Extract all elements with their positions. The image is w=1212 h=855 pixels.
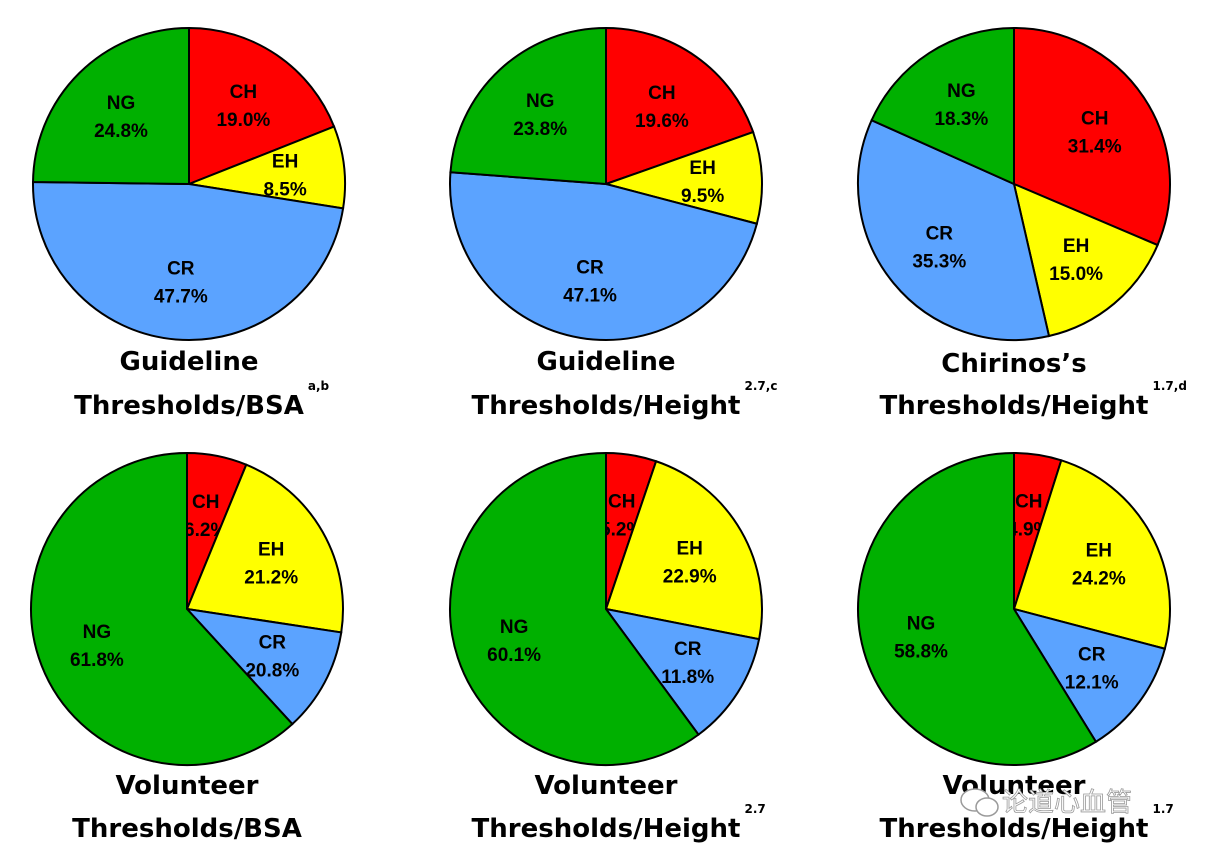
slice-value-cr: 47.7%	[154, 286, 208, 307]
slice-value-cr: 11.8%	[661, 667, 714, 688]
slice-value-ch: 19.6%	[635, 111, 689, 132]
slice-value-ng: 60.1%	[487, 645, 541, 666]
slice-label-eh: EH	[272, 151, 298, 172]
slice-label-ch: CH	[1081, 109, 1108, 130]
slice-value-eh: 8.5%	[263, 179, 306, 200]
slice-label-ch: CH	[648, 83, 675, 104]
chart-title-line-1: Guideline	[537, 347, 676, 377]
pie-slice-ng	[31, 26, 190, 186]
chart-title-line-2: Thresholds/Height	[880, 814, 1149, 844]
chart-title-superscript: 1.7	[1153, 802, 1174, 816]
slice-label-ng: NG	[83, 622, 112, 643]
slice-label-ng: NG	[107, 93, 136, 114]
slice-value-ng: 24.8%	[94, 121, 148, 142]
slice-label-ch: CH	[1015, 491, 1042, 512]
pie-slice-cr	[184, 607, 343, 726]
slice-value-eh: 21.2%	[244, 567, 298, 588]
chart-title-superscript: 2.7,c	[745, 379, 778, 393]
slice-value-eh: 9.5%	[681, 186, 724, 207]
slice-label-eh: EH	[258, 539, 284, 560]
chart-title-line-2: Thresholds/Height	[880, 391, 1149, 421]
slice-value-eh: 24.2%	[1072, 568, 1126, 589]
wechat-icon	[960, 788, 999, 817]
pie-slice-ch	[188, 26, 336, 186]
slice-label-ch: CH	[192, 492, 219, 513]
slice-label-cr: CR	[926, 223, 954, 244]
chart-title-line-2: Thresholds/BSA	[72, 814, 302, 844]
chart-title-line-2: Thresholds/BSA	[74, 391, 304, 421]
slice-value-cr: 47.1%	[563, 285, 617, 306]
pie-slice-cr	[32, 181, 345, 341]
slice-value-ch: 31.4%	[1068, 137, 1122, 158]
pie-slice-eh	[185, 125, 346, 210]
pie-slice-cr	[1011, 607, 1167, 744]
slice-value-eh: 15.0%	[1049, 264, 1103, 285]
pie-chart: CH 31.4% EH 15.0% CR 35.3% NG 18.3% Chirinos’s Th…	[857, 26, 1187, 421]
pie-slice-eh	[602, 130, 763, 225]
pie-chart: CH 19.6% EH 9.5% CR 47.1% NG 23.8% Guideline Thre…	[449, 26, 778, 421]
slice-label-eh: EH	[676, 539, 702, 560]
pie-slice-ng	[30, 451, 294, 766]
pie-slice-ch	[1013, 26, 1171, 247]
slice-label-cr: CR	[674, 639, 702, 660]
slice-label-cr: CR	[576, 257, 604, 278]
slice-label-ch: CH	[230, 82, 257, 103]
pie-slice-ng	[449, 26, 607, 186]
slice-value-ng: 23.8%	[513, 119, 567, 140]
watermark-text: 论道心血管	[1002, 788, 1132, 818]
pie-chart: CH6.2%EH21.2%CR20.8%NG61.8%VolunteerThre…	[30, 451, 344, 844]
slice-value-eh: 22.9%	[663, 567, 717, 588]
slice-label-ng: NG	[947, 81, 976, 102]
chart-title-line-1: Chirinos’s	[941, 349, 1086, 379]
pie-slice-eh	[604, 459, 763, 641]
watermark: 论道心血管	[960, 788, 1132, 818]
pie-slice-ng	[449, 451, 700, 766]
chart-title-line-2: Thresholds/Height	[472, 814, 741, 844]
slice-label-eh: EH	[1063, 236, 1089, 257]
slice-value-cr: 20.8%	[245, 661, 299, 682]
slice-label-cr: CR	[1078, 645, 1106, 666]
slice-label-cr: CR	[167, 258, 195, 279]
pie-slice-ng	[857, 451, 1098, 766]
slice-label-eh: EH	[689, 158, 715, 179]
chart-title-line-1: Volunteer	[115, 771, 258, 801]
slice-value-ng: 58.8%	[894, 641, 948, 662]
pie-chart: CH4.9%EH24.2%CR12.1%NG58.8%VolunteerThre…	[857, 451, 1174, 844]
pie-slice-cr	[449, 171, 759, 341]
slice-value-ng: 18.3%	[934, 109, 988, 130]
pie-slice-eh	[1012, 182, 1159, 338]
pie-slice-eh	[185, 463, 344, 634]
slice-value-ng: 61.8%	[70, 650, 124, 671]
slice-label-ng: NG	[526, 91, 555, 112]
chart-title-superscript: a,b	[308, 379, 330, 393]
pie-chart: CH 19.0%EH 8.5% CR 47.7% NG 24.8% Guideline Thre…	[31, 26, 346, 421]
slice-label-ng: NG	[500, 617, 529, 638]
slice-value-cr: 35.3%	[912, 251, 966, 272]
slice-value-ch: 19.0%	[216, 110, 270, 131]
chart-title-line-2: Thresholds/Height	[472, 391, 741, 421]
pie-slice-ng	[870, 26, 1015, 186]
slice-label-eh: EH	[1086, 540, 1112, 561]
slice-value-cr: 12.1%	[1065, 673, 1119, 694]
pie-slice-cr	[603, 607, 761, 737]
chart-title-line-1: Volunteer	[534, 771, 677, 801]
chart-title-superscript: 1.7,d	[1153, 379, 1187, 393]
pie-slice-eh	[1012, 459, 1171, 650]
slice-label-cr: CR	[259, 633, 287, 654]
slice-label-ng: NG	[907, 613, 936, 634]
pie-slice-cr	[857, 118, 1051, 341]
slice-label-ch: CH	[608, 492, 635, 513]
pie-chart: CH5.2%EH22.9%CR11.8%NG60.1%VolunteerThre…	[449, 451, 766, 844]
chart-title-superscript: 2.7	[745, 802, 766, 816]
chart-title-line-1: Guideline	[120, 347, 259, 377]
